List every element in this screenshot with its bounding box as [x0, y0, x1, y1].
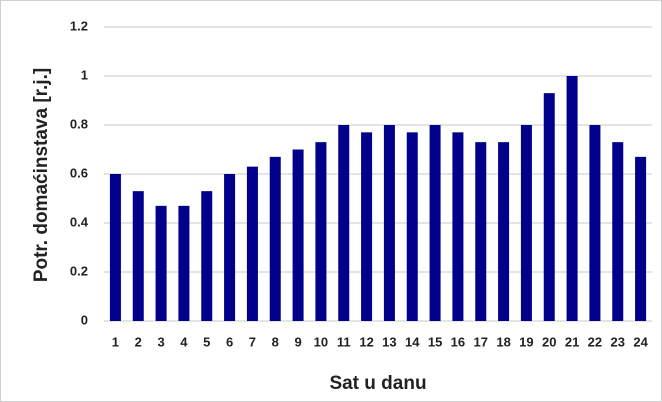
- bar: [361, 132, 373, 321]
- x-tick-label: 20: [542, 334, 556, 349]
- bar: [566, 76, 578, 321]
- y-tick-label: 0.4: [70, 214, 89, 229]
- x-tick-label: 23: [611, 334, 625, 349]
- y-tick-label: 1: [81, 67, 88, 82]
- x-tick-label: 19: [519, 334, 533, 349]
- x-tick-label: 4: [180, 334, 188, 349]
- bar: [429, 125, 441, 321]
- x-tick-label: 6: [226, 334, 233, 349]
- x-tick-label: 1: [112, 334, 119, 349]
- x-tick-label: 11: [337, 334, 351, 349]
- bar: [635, 156, 647, 321]
- bar: [155, 205, 167, 321]
- bar: [109, 174, 121, 321]
- x-tick-label: 21: [565, 334, 579, 349]
- x-tick-label: 3: [157, 334, 164, 349]
- bar: [315, 142, 327, 321]
- bar: [246, 166, 258, 321]
- bar: [475, 142, 487, 321]
- bar: [292, 149, 304, 321]
- bar: [520, 125, 532, 321]
- bar: [132, 191, 144, 321]
- bar: [224, 174, 236, 321]
- x-tick-label: 15: [428, 334, 442, 349]
- y-tick-label: 0: [81, 312, 88, 327]
- x-tick-label: 16: [451, 334, 465, 349]
- bar: [589, 125, 601, 321]
- y-tick-label: 1.2: [70, 18, 88, 33]
- y-axis-title: Potr. domaćinstava [r.j.]: [31, 68, 52, 282]
- x-axis-title: Sat u danu: [329, 373, 426, 394]
- bar: [498, 142, 510, 321]
- x-tick-label: 5: [203, 334, 210, 349]
- bar: [383, 125, 395, 321]
- bar: [406, 132, 418, 321]
- bar: [543, 93, 555, 322]
- x-tick-label: 18: [496, 334, 510, 349]
- bar: [452, 132, 464, 321]
- x-tick-label: 8: [272, 334, 279, 349]
- x-tick-label: 12: [359, 334, 373, 349]
- bar: [178, 205, 190, 321]
- x-tick-label: 14: [405, 334, 420, 349]
- bar: [269, 156, 281, 321]
- x-tick-label: 10: [314, 334, 328, 349]
- bar: [201, 191, 213, 321]
- x-tick-label: 7: [249, 334, 256, 349]
- y-tick-label: 0.8: [70, 116, 88, 131]
- x-tick-label: 2: [135, 334, 142, 349]
- x-tick-label: 24: [633, 334, 648, 349]
- bar: [612, 142, 624, 321]
- bar: [338, 125, 350, 321]
- x-tick-label: 13: [382, 334, 396, 349]
- x-tick-label: 17: [474, 334, 488, 349]
- x-tick-label: 22: [588, 334, 602, 349]
- x-tick-label: 9: [294, 334, 301, 349]
- y-tick-label: 0.2: [70, 263, 88, 278]
- y-tick-label: 0.6: [70, 165, 88, 180]
